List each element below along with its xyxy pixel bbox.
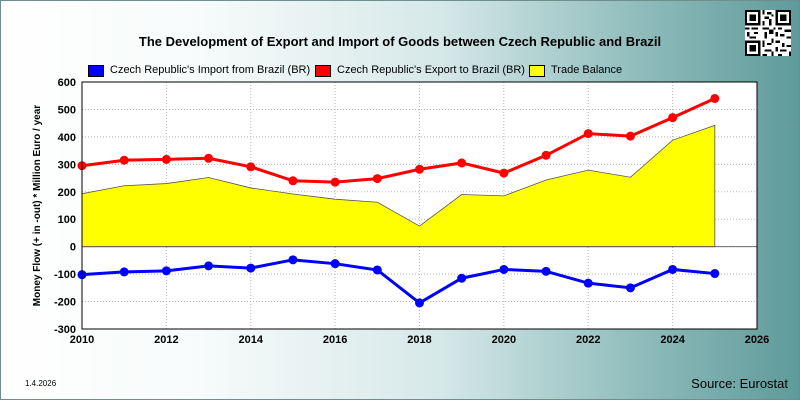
x-tick-label: 2014 (239, 334, 264, 346)
legend-label-export: Czech Republic's Export to Brazil (BR) (337, 64, 525, 76)
import-data-point (161, 266, 171, 276)
y-tick-label: 0 (70, 242, 76, 254)
legend-swatch-export (315, 65, 331, 77)
y-tick-label: 600 (58, 77, 76, 89)
x-tick-label: 2012 (154, 334, 178, 346)
y-tick-label: -200 (54, 297, 76, 309)
y-tick-label: 100 (58, 214, 76, 226)
import-data-point (119, 267, 129, 277)
legend-swatch-import (88, 65, 104, 77)
export-data-point (119, 155, 129, 165)
date-stamp: 1.4.2026 (25, 379, 57, 388)
import-data-point (330, 259, 340, 269)
import-data-point (583, 278, 593, 288)
x-tick-label: 2020 (492, 334, 516, 346)
x-tick-label: 2022 (576, 334, 600, 346)
legend-label-balance: Trade Balance (551, 64, 623, 76)
export-series-line (81, 97, 716, 184)
export-data-point (668, 113, 678, 123)
y-tick-label: 400 (58, 132, 76, 144)
export-data-point (710, 93, 720, 103)
import-data-point (541, 266, 551, 276)
export-data-point (161, 154, 171, 164)
source-label: Source: Eurostat (691, 376, 788, 391)
import-data-point (204, 261, 214, 271)
legend-label-import: Czech Republic's Import from Brazil (BR) (110, 64, 311, 76)
x-tick-label: 2010 (70, 334, 94, 346)
legend-swatch-balance (529, 65, 545, 77)
export-data-point (204, 153, 214, 163)
import-data-point (625, 283, 635, 293)
x-tick-label: 2024 (660, 334, 685, 346)
x-tick-label: 2018 (407, 334, 431, 346)
export-data-point (372, 174, 382, 184)
export-data-point (541, 150, 551, 160)
y-tick-label: -100 (54, 269, 76, 281)
y-axis-label: Money Flow (+ in -out) * Million Euro / … (32, 105, 43, 307)
import-data-point (668, 264, 678, 274)
export-data-point (499, 168, 509, 178)
import-data-point (710, 269, 720, 279)
export-data-point (288, 176, 298, 186)
x-tick-label: 2016 (323, 334, 347, 346)
chart-title: The Development of Export and Import of … (138, 34, 662, 49)
plot-border (81, 81, 758, 330)
export-data-point (583, 129, 593, 139)
y-tick-label: 500 (58, 104, 76, 116)
export-data-point (330, 177, 340, 187)
import-data-point (288, 255, 298, 265)
export-data-point (625, 131, 635, 141)
import-data-point (415, 298, 424, 308)
export-data-point (246, 162, 256, 172)
y-tick-label: 300 (58, 159, 76, 171)
import-data-point (457, 273, 467, 283)
x-tick-label: 2026 (745, 334, 769, 346)
import-series-line (81, 258, 715, 305)
y-tick-label: -300 (54, 324, 76, 336)
qr-code-icon (745, 10, 791, 56)
y-tick-label: 200 (58, 187, 76, 199)
export-data-point (457, 158, 467, 168)
trade-balance-area (81, 124, 716, 248)
import-data-point (246, 263, 256, 273)
import-data-point (372, 265, 382, 275)
import-data-point (499, 264, 509, 274)
export-data-point (415, 164, 424, 174)
